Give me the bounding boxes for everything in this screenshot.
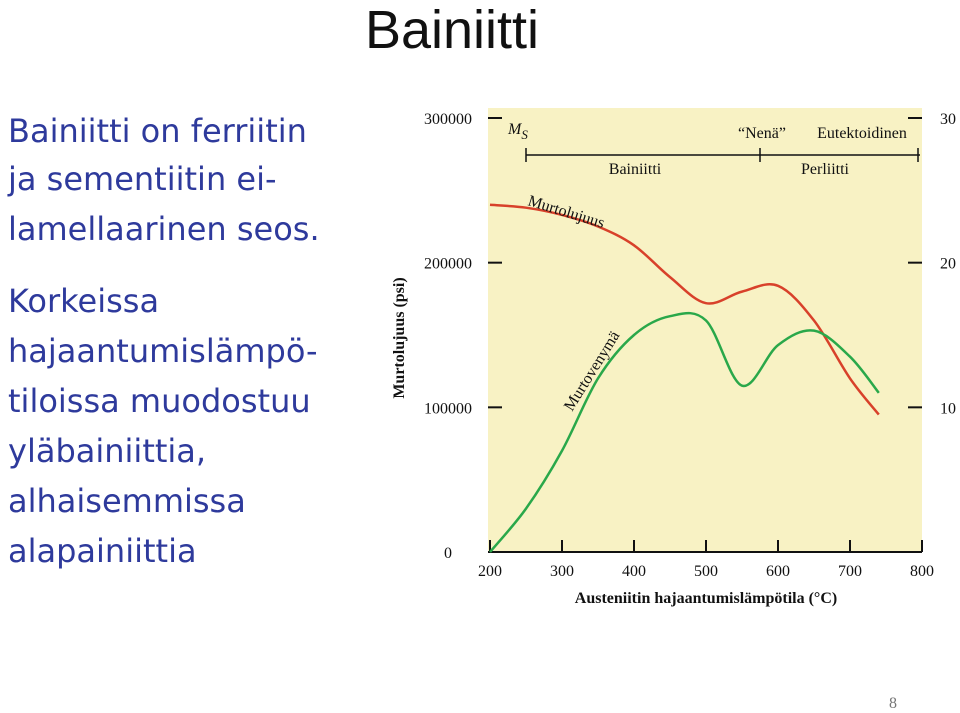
body-text: alapainiittia [8, 532, 197, 570]
series-line [489, 311, 880, 553]
annotation: Bainiitti [609, 161, 662, 178]
body-text: Bainiitti on ferriitin [8, 112, 307, 150]
y-tick-label: 0 [444, 545, 452, 562]
annotation: Eutektoidinen [817, 125, 907, 142]
x-tick-label: 600 [766, 563, 790, 580]
ms-label: MS [507, 121, 528, 142]
page-number: 8 [889, 695, 897, 712]
x-tick-label: 400 [622, 563, 646, 580]
bracket [525, 148, 920, 162]
plot-background [488, 108, 922, 552]
x-tick-label: 700 [838, 563, 862, 580]
body-text: lamellaarinen seos. [8, 210, 320, 248]
x-tick-label: 800 [910, 563, 934, 580]
x-tick-label: 200 [478, 563, 502, 580]
y-tick-label: 300000 [424, 111, 472, 128]
y-axis-label: Murtolujuus (psi) [391, 277, 408, 398]
series-line [489, 203, 880, 416]
body-text: alhaisemmissa [8, 482, 246, 520]
y2-tick-label: 10 [940, 400, 956, 417]
x-axis-label: Austeniitin hajaantumislämpötila (°C) [575, 590, 837, 607]
body-text: Korkeissa [8, 282, 159, 320]
x-tick-label: 300 [550, 563, 574, 580]
y2-tick-label: 20 [940, 256, 956, 273]
body-text: yläbainiittia, [8, 432, 206, 470]
slide-title: Bainiitti [365, 0, 539, 60]
ms-main: M [507, 121, 523, 138]
body-text: hajaantumislämpö- [8, 332, 318, 370]
x-tick-label: 500 [694, 563, 718, 580]
body-text: ja sementiitin ei- [7, 160, 277, 198]
y-tick-label: 200000 [424, 256, 472, 273]
y2-tick-label: 30 [940, 111, 956, 128]
ms-sub: S [521, 127, 528, 142]
annotation: Perliitti [801, 161, 850, 178]
y-tick-label: 100000 [424, 400, 472, 417]
body-text: tiloissa muodostuu [8, 382, 311, 420]
annotation: “Nenä” [738, 125, 786, 142]
